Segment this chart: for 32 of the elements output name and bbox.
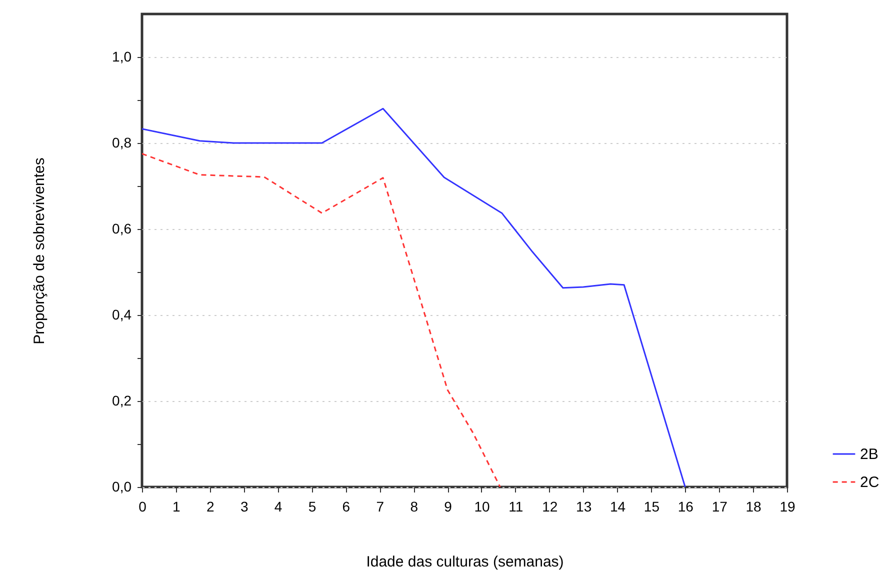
x-tick-label: 11 (508, 498, 524, 514)
x-tick-label: 3 (240, 498, 248, 514)
x-tick-label: 9 (444, 498, 452, 514)
x-tick-label: 16 (678, 498, 694, 514)
x-tick-label: 0 (138, 498, 147, 514)
x-tick-label: 13 (576, 498, 592, 514)
x-tick-label: 14 (610, 498, 626, 514)
y-tick-label: 0,2 (112, 392, 132, 408)
x-tick-label: 1 (172, 498, 181, 514)
x-tick-label: 5 (308, 498, 316, 514)
y-tick-label: 0,0 (112, 478, 132, 494)
x-tick-label: 19 (780, 498, 796, 514)
line-series (142, 108, 686, 487)
y-tick-label: 1,0 (112, 48, 132, 64)
x-tick-label: 17 (712, 498, 728, 514)
x-tick-label: 8 (410, 498, 418, 514)
x-tick-label: 6 (342, 498, 350, 514)
y-tick-label: 0,4 (112, 306, 132, 322)
x-tick-label: 10 (474, 498, 490, 514)
x-tick-label: 4 (274, 498, 282, 514)
line-series (142, 153, 501, 487)
x-tick-label: 15 (644, 498, 660, 514)
legend-label: 2C (860, 474, 880, 491)
x-tick-label: 2 (206, 498, 214, 514)
y-tick-label: 0,6 (112, 220, 132, 236)
x-tick-label: 7 (376, 498, 384, 514)
legend-label: 2B (860, 446, 878, 463)
y-axis-title: Proporção de sobreviventes (31, 158, 48, 344)
x-tick-label: 18 (746, 498, 762, 514)
x-tick-label: 12 (542, 498, 558, 514)
y-tick-label: 0,8 (112, 134, 132, 150)
x-axis-title: Idade das culturas (semanas) (366, 554, 564, 570)
